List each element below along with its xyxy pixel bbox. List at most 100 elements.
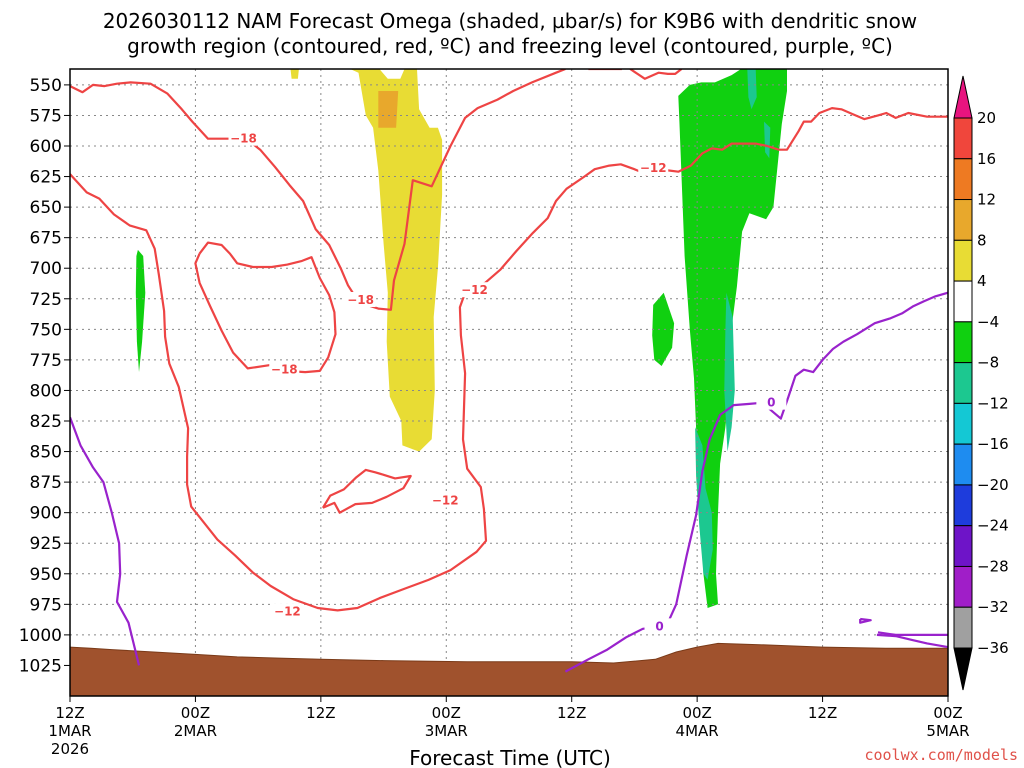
dendritic-contour-3	[194, 241, 337, 374]
x-tick-label: 00Z	[933, 704, 962, 722]
colorbar-band	[953, 280, 973, 323]
omega-region-upward-8b	[652, 292, 675, 366]
x-tick-label: 12Z	[306, 704, 335, 722]
colorbar-label-7: −12	[977, 394, 1009, 412]
colorbar-label-2: 12	[977, 191, 996, 209]
colorbar-band	[953, 565, 973, 608]
contour-label-6: −12	[640, 161, 667, 175]
colorbar-label-1: 16	[977, 150, 996, 168]
colorbar-band	[953, 239, 973, 282]
x-tick-label: 2026	[51, 740, 89, 758]
colorbar-label-11: −28	[977, 557, 1009, 575]
contour-label-bg	[644, 618, 675, 634]
chart-title-line1: 2026030112 NAM Forecast Omega (shaded, µ…	[103, 9, 917, 33]
colorbar-label-3: 8	[977, 231, 987, 249]
x-tick-label: 12Z	[808, 704, 837, 722]
colorbar-band	[953, 199, 973, 241]
y-tick-label-750: 750	[30, 320, 62, 340]
colorbar-label-0: 20	[977, 109, 996, 127]
contour-label-bg	[272, 603, 303, 619]
contour-label-bg	[459, 282, 490, 298]
contour-label-bg	[228, 130, 259, 146]
omega-region-sinking-4b	[290, 69, 299, 79]
x-tick-label: 00Z	[181, 704, 210, 722]
freezing-contour-6	[70, 416, 141, 666]
y-axis: 550 575 600 625 650 675 700 725 750 775 800 825 850 8…	[19, 76, 70, 676]
omega-region-upward-12b	[724, 292, 735, 452]
contour-label-2: −18	[347, 293, 374, 307]
x-tick-label: 1MAR	[48, 722, 91, 740]
colorbar-label-6: −8	[977, 354, 999, 372]
contour-label-bg	[430, 492, 461, 508]
contour-label-7: 0	[767, 396, 775, 410]
y-tick-label-700: 700	[30, 259, 62, 279]
colorbar-band	[953, 525, 973, 567]
y-tick-label-675: 675	[30, 229, 62, 249]
colorbar-label-12: −32	[977, 598, 1009, 616]
dendritic-contour-2	[629, 69, 683, 80]
contour-label-1: −18	[271, 363, 298, 377]
y-tick-label-650: 650	[30, 198, 62, 218]
y-tick-label-600: 600	[30, 137, 62, 157]
contour-label-bg	[345, 292, 376, 307]
y-tick-label-800: 800	[30, 381, 62, 401]
contour-label-bg	[638, 160, 669, 175]
y-tick-label-550: 550	[30, 76, 62, 96]
colorbar-band	[953, 158, 973, 201]
y-tick-label-825: 825	[30, 412, 62, 432]
gridlines	[70, 69, 948, 696]
omega-region-sinking-4	[341, 69, 443, 452]
colorbar-label-10: −24	[977, 517, 1009, 535]
dendritic-contour-0	[70, 69, 566, 311]
x-tick-label: 12Z	[557, 704, 586, 722]
chart-title-line2: growth region (contoured, red, ºC) and f…	[127, 34, 893, 58]
y-tick-label-775: 775	[30, 351, 62, 371]
contour-labels: −18 −18 −18 −12 −12 −12 −12 0 0	[228, 130, 787, 634]
x-tick-label: 2MAR	[174, 722, 217, 740]
contour-label-bg	[756, 394, 787, 410]
colorbar-band	[953, 606, 973, 649]
x-tick-label: 12Z	[55, 704, 84, 722]
terrain	[70, 642, 948, 696]
y-tick-label-1025: 1025	[19, 656, 62, 676]
colorbar-label-8: −16	[977, 435, 1009, 453]
x-tick-label: 00Z	[432, 704, 461, 722]
colorbar-band	[953, 443, 973, 486]
x-tick-label: 00Z	[682, 704, 711, 722]
x-axis-label: Forecast Time (UTC)	[409, 746, 611, 768]
omega-region-upward-12c	[747, 69, 757, 110]
y-tick-label-875: 875	[30, 473, 62, 493]
colorbar-band	[953, 321, 973, 364]
dendritic-contour-4	[70, 106, 948, 612]
omega-region-upward-12	[695, 427, 713, 580]
y-tick-label-575: 575	[30, 106, 62, 126]
freezing-contour-9	[877, 631, 948, 637]
x-tick-label: 3MAR	[425, 722, 468, 740]
omega-region-upward-12d	[764, 121, 771, 159]
credit-text: coolwx.com/models	[864, 746, 1018, 764]
contour-label-4: −12	[432, 493, 459, 507]
omega-region-upward-8c	[135, 249, 146, 373]
x-tick-label: 5MAR	[926, 722, 969, 740]
y-tick-label-900: 900	[30, 504, 62, 524]
colorbar-bottom-triangle	[953, 647, 973, 691]
colorbar-band	[953, 484, 973, 527]
colorbar: 20 16 12 8 4 −4 −8 −12 −16 −20 −24 −28 −32 −36	[953, 75, 1009, 691]
omega-region-upward-8a	[678, 69, 787, 608]
y-tick-label-950: 950	[30, 565, 62, 585]
contour-label-bg	[269, 361, 300, 377]
contour-label-8: 0	[655, 619, 663, 633]
y-tick-label-850: 850	[30, 443, 62, 463]
colorbar-label-9: −20	[977, 476, 1009, 494]
y-tick-label-1000: 1000	[19, 626, 62, 646]
colorbar-band	[953, 117, 973, 160]
y-tick-label-975: 975	[30, 595, 62, 615]
colorbar-label-5: −4	[977, 313, 999, 331]
y-tick-label-625: 625	[30, 168, 62, 188]
omega-region-sinking-8	[378, 91, 399, 128]
freezing-contour-10	[859, 617, 872, 624]
contour-label-0: −18	[230, 132, 257, 146]
colorbar-label-13: −36	[977, 639, 1009, 657]
